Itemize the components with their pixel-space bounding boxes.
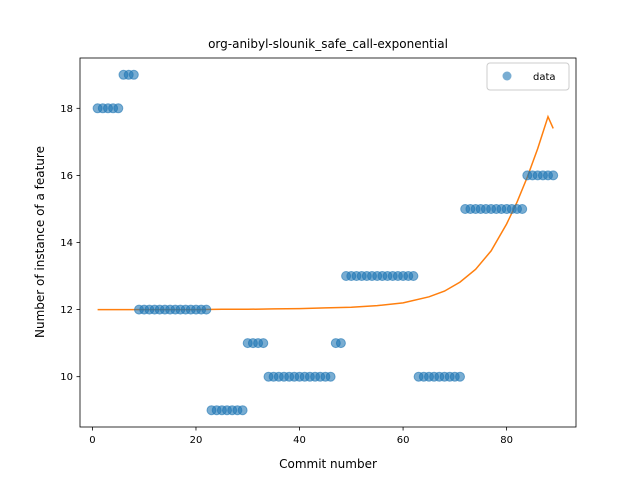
data-point: [408, 271, 419, 281]
x-tick-label: 0: [89, 435, 95, 446]
legend-marker: [502, 71, 512, 81]
y-axis-label: Number of instance of a feature: [33, 146, 47, 338]
data-points-layer: [92, 69, 559, 416]
y-tick-label: 10: [60, 372, 73, 383]
x-tick-label: 20: [190, 435, 203, 446]
plot-area: [79, 57, 577, 428]
legend-label: data: [533, 72, 556, 83]
y-tick-label: 18: [60, 104, 73, 115]
legend: data: [486, 62, 570, 91]
data-point: [113, 103, 124, 114]
data-point: [325, 371, 336, 382]
x-tick-label: 40: [293, 435, 306, 446]
x-axis-label: Commit number: [279, 457, 377, 471]
y-tick-label: 16: [60, 171, 73, 182]
data-point: [548, 170, 559, 181]
data-point: [201, 304, 212, 315]
data-point: [335, 338, 346, 349]
data-point: [258, 338, 269, 349]
data-point: [128, 69, 139, 80]
x-tick-label: 60: [397, 435, 410, 446]
x-tick-label: 80: [500, 435, 513, 446]
y-axis-ticks: 10 12 14 16 18: [60, 104, 80, 383]
axes-frame: [79, 57, 577, 428]
chart-title: org-anibyl-slounik_safe_call-exponential: [208, 37, 448, 51]
x-axis-ticks: 0 20 40 60 80: [89, 427, 513, 446]
data-point: [455, 371, 465, 382]
legend-box: [486, 62, 570, 91]
data-point: [517, 204, 528, 214]
y-tick-label: 12: [60, 305, 73, 316]
y-tick-label: 14: [60, 238, 73, 249]
data-point: [237, 405, 248, 416]
